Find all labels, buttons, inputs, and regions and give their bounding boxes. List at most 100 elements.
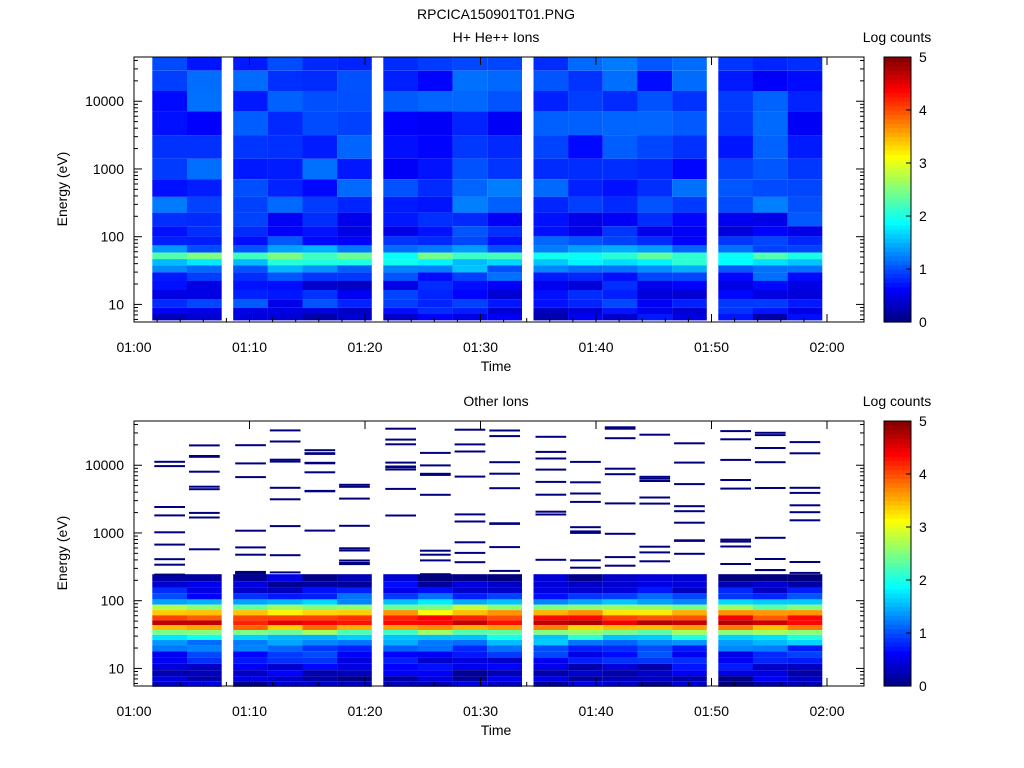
colorbar-segment <box>884 513 911 519</box>
heatmap-cell <box>187 599 222 605</box>
colorbar-frame <box>883 56 912 323</box>
heatmap-cell <box>302 574 338 582</box>
heatmap-cell <box>154 531 185 534</box>
heatmap-cell <box>337 681 372 687</box>
heatmap-cell <box>152 681 187 687</box>
colorbar-segment <box>884 447 911 453</box>
heatmap-cell <box>304 489 336 492</box>
heatmap-cell <box>452 299 488 308</box>
heatmap-cell <box>568 196 603 213</box>
colorbar-segment <box>884 251 911 257</box>
heatmap-cell <box>302 676 338 682</box>
heatmap-cell <box>267 179 303 197</box>
heatmap-cell <box>454 475 486 478</box>
panel-other-ions: Other Ions Time Energy (eV) Log counts 0… <box>54 393 931 738</box>
heatmap-cell <box>718 212 753 227</box>
colorbar-segment <box>884 619 911 625</box>
heatmap-cell <box>602 307 638 314</box>
heatmap-cell <box>672 91 707 112</box>
heatmap-cell <box>418 615 453 621</box>
heatmap-cell <box>787 630 823 635</box>
heatmap-cell <box>637 212 673 227</box>
heatmap-cell <box>235 553 266 556</box>
heatmap-cell <box>302 252 338 259</box>
heatmap-cell <box>602 212 638 227</box>
heatmap-cell <box>152 645 187 652</box>
heatmap-cell <box>787 57 823 71</box>
heatmap-cell <box>487 265 522 273</box>
heatmap-cell <box>383 196 418 213</box>
heatmap-cell <box>337 259 372 266</box>
heatmap-cell <box>189 455 220 457</box>
heatmap-cell <box>302 212 338 227</box>
x-axis-label: Time <box>481 722 512 738</box>
colorbar-segment <box>884 70 911 76</box>
heatmap-cell <box>604 473 636 476</box>
heatmap-cell <box>152 135 187 159</box>
heatmap-cell <box>535 450 567 453</box>
heatmap-cell <box>787 70 823 92</box>
panel-title: Other Ions <box>463 393 528 409</box>
heatmap-cell <box>672 651 707 658</box>
heatmap-cell <box>718 280 753 290</box>
heatmap-cell <box>233 236 268 246</box>
heatmap-cell <box>752 290 788 300</box>
heatmap-cell <box>570 481 601 484</box>
heatmap-cell <box>339 485 370 488</box>
x-axis-label: Time <box>481 358 512 374</box>
heatmap-cell <box>718 236 753 246</box>
heatmap-cell <box>718 639 753 646</box>
heatmap-cell <box>787 581 823 588</box>
heatmap-cell <box>718 630 753 635</box>
heatmap-cell <box>602 259 638 266</box>
heatmap-cell <box>568 663 603 670</box>
heatmap-cell <box>752 245 788 253</box>
heatmap-cell <box>637 314 673 321</box>
heatmap-cell <box>602 663 638 670</box>
heatmap-cell <box>487 236 522 246</box>
heatmap-cell <box>752 57 788 71</box>
heatmap-cell <box>487 639 522 646</box>
heatmap-cell <box>337 663 372 670</box>
heatmap-cell <box>752 599 788 605</box>
heatmap-cell <box>337 196 372 213</box>
heatmap-cell <box>752 135 788 159</box>
heatmap-cell <box>235 572 266 575</box>
colorbar-segment <box>884 140 911 146</box>
heatmap-cell <box>187 651 222 658</box>
heatmap-cell <box>754 569 786 572</box>
heatmap-cell <box>487 135 522 159</box>
colorbar-tick-label: 2 <box>919 572 927 588</box>
colorbar-segment <box>884 291 911 297</box>
heatmap-cell <box>672 615 707 621</box>
heatmap-cell <box>637 574 673 582</box>
heatmap-cell <box>568 604 603 611</box>
heatmap-cell <box>418 212 453 227</box>
heatmap-cell <box>533 634 569 640</box>
heatmap-cell <box>568 587 603 594</box>
heatmap-cell <box>568 236 603 246</box>
heatmap-cell <box>187 639 222 646</box>
heatmap-cell <box>383 574 418 582</box>
heatmap-cell <box>533 179 569 197</box>
heatmap-cell <box>604 556 636 559</box>
heatmap-cell <box>637 307 673 314</box>
colorbar-segment <box>884 158 911 164</box>
heatmap-cell <box>337 290 372 300</box>
x-tick-label: 01:50 <box>694 703 729 719</box>
heatmap-cell <box>302 599 338 605</box>
heatmap-cell <box>452 593 488 600</box>
x-tick-label: 02:00 <box>809 703 844 719</box>
heatmap-cell <box>152 252 187 259</box>
heatmap-cell <box>639 475 671 478</box>
colorbar-segment <box>884 269 911 274</box>
heatmap-cell <box>233 91 268 112</box>
heatmap-cell <box>302 307 338 314</box>
heatmap-cell <box>454 561 486 564</box>
heatmap-cell <box>568 610 603 616</box>
heatmap-cell <box>152 587 187 594</box>
heatmap-cell <box>787 593 823 600</box>
colorbar-segment <box>884 456 911 462</box>
heatmap-cell <box>602 135 638 159</box>
heatmap-cell <box>418 135 453 159</box>
